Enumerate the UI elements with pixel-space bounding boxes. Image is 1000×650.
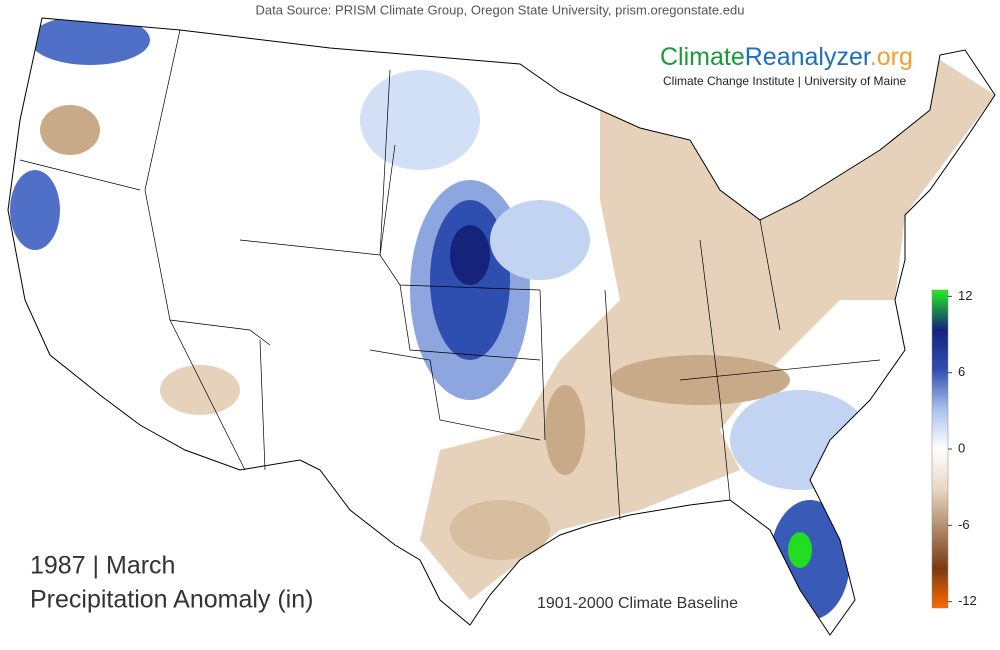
state-lines — [19, 29, 881, 521]
colorbar: 12 6 0 -6 -12 — [931, 288, 977, 609]
map-variable: Precipitation Anomaly (in) — [30, 586, 313, 614]
brand: ClimateReanalyzer.org — [660, 43, 913, 71]
baseline-note: 1901-2000 Climate Baseline — [537, 595, 738, 612]
brand-subtitle: Climate Change Institute | University of… — [663, 74, 907, 88]
tick-label: 12 — [958, 288, 972, 303]
tick-label: -12 — [958, 593, 977, 608]
data-source: Data Source: PRISM Climate Group, Oregon… — [256, 2, 745, 17]
us-outline — [7, 17, 996, 636]
map-date: 1987 | March — [30, 552, 175, 580]
brand-part: Climate — [660, 43, 745, 71]
colorbar-scale — [931, 289, 949, 609]
tick-label: 6 — [958, 364, 965, 379]
brand-part: .org — [870, 43, 913, 71]
tick-label: 0 — [958, 440, 965, 455]
brand-part: Reanalyzer — [745, 43, 871, 71]
tick-label: -6 — [958, 517, 970, 532]
